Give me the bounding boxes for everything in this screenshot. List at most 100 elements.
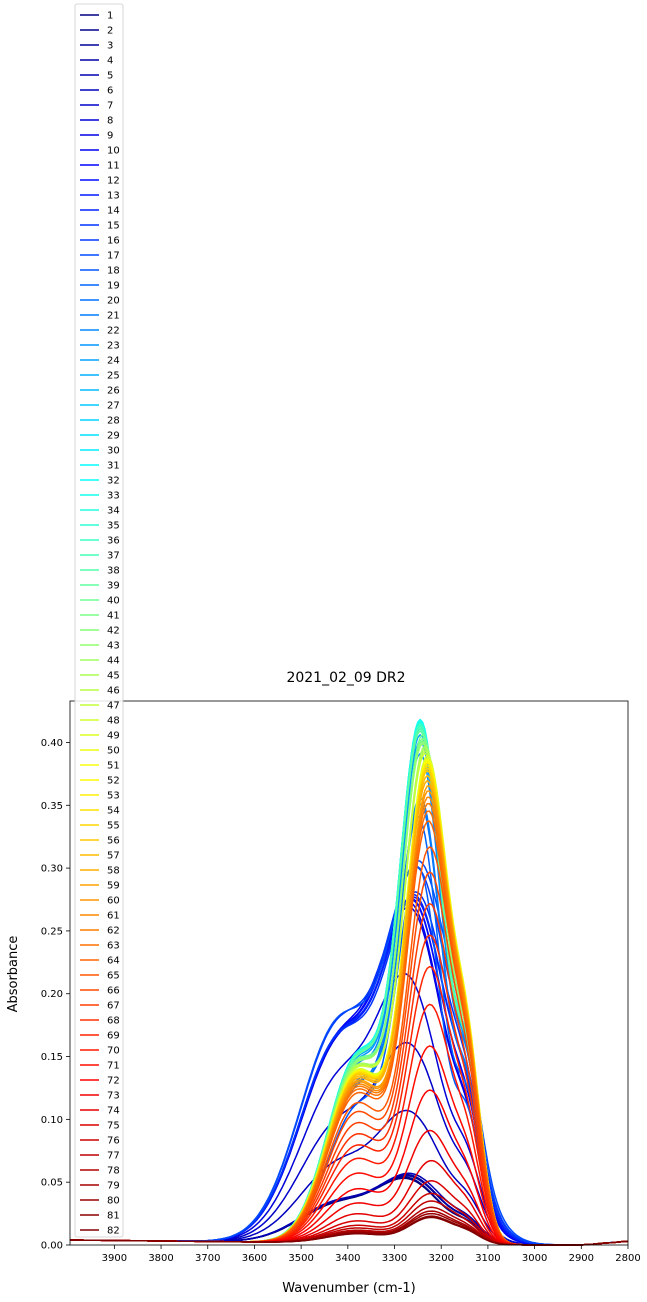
series-line-19	[70, 815, 629, 1246]
y-tick-label: 0.05	[41, 1178, 63, 1189]
x-tick-label: 3500	[288, 1253, 313, 1264]
series-line-76	[70, 1192, 629, 1246]
series-line-1	[70, 1177, 629, 1246]
series-line-18	[70, 865, 629, 1246]
legend-label-23: 23	[107, 341, 120, 352]
legend-label-7: 7	[107, 101, 113, 112]
series-line-27	[70, 722, 629, 1246]
legend-label-22: 22	[107, 326, 120, 337]
x-tick-label: 2800	[615, 1253, 640, 1264]
legend-label-79: 79	[107, 1181, 120, 1192]
y-tick-label: 0.15	[41, 1052, 63, 1063]
legend-label-46: 46	[107, 686, 120, 697]
series-line-54	[70, 764, 629, 1246]
chart-title: 2021_02_09 DR2	[286, 670, 405, 686]
x-axis-label: Wavenumber (cm-1)	[282, 1281, 415, 1296]
data-lines	[70, 718, 629, 1246]
x-tick-label: 3400	[335, 1253, 360, 1264]
legend-label-60: 60	[107, 896, 120, 907]
legend-label-44: 44	[107, 656, 120, 667]
x-tick-label: 3600	[242, 1253, 267, 1264]
legend-label-74: 74	[107, 1106, 120, 1117]
series-line-36	[70, 723, 629, 1246]
series-line-38	[70, 727, 629, 1246]
series-line-26	[70, 724, 629, 1246]
series-line-34	[70, 721, 629, 1246]
legend-label-1: 1	[107, 11, 113, 22]
legend-label-10: 10	[107, 146, 120, 157]
legend-label-82: 82	[107, 1226, 120, 1237]
series-line-39	[70, 729, 629, 1246]
series-line-64	[70, 820, 629, 1246]
y-tick-label: 0.40	[41, 738, 63, 749]
x-tick-label: 3200	[428, 1253, 453, 1264]
legend-label-5: 5	[107, 71, 113, 82]
y-axis-label: Absorbance	[6, 936, 21, 1013]
series-line-29	[70, 719, 629, 1246]
legend-label-78: 78	[107, 1166, 120, 1177]
series-line-49	[70, 757, 629, 1246]
series-line-44	[70, 744, 629, 1246]
legend-label-41: 41	[107, 611, 120, 622]
legend-label-38: 38	[107, 566, 120, 577]
series-line-28	[70, 721, 629, 1246]
legend-label-18: 18	[107, 266, 120, 277]
legend-label-33: 33	[107, 491, 120, 502]
series-line-40	[70, 733, 629, 1246]
y-tick-label: 0.20	[41, 989, 63, 1000]
series-line-58	[70, 779, 629, 1246]
series-line-55	[70, 767, 629, 1246]
x-tick-label: 3800	[148, 1253, 173, 1264]
series-line-41	[70, 737, 629, 1246]
series-line-50	[70, 758, 629, 1246]
series-line-47	[70, 752, 629, 1246]
legend-label-9: 9	[107, 131, 113, 142]
legend-label-39: 39	[107, 581, 120, 592]
legend-label-63: 63	[107, 941, 120, 952]
legend-label-70: 70	[107, 1046, 120, 1057]
legend-label-73: 73	[107, 1091, 120, 1102]
legend-label-17: 17	[107, 251, 120, 262]
legend-label-51: 51	[107, 761, 120, 772]
x-tick-label: 3100	[475, 1253, 500, 1264]
legend-label-65: 65	[107, 971, 120, 982]
plot-frame	[69, 700, 629, 1246]
series-line-42	[70, 739, 629, 1246]
legend: 1234567891011121314151617181920212223242…	[74, 3, 124, 1238]
legend-label-64: 64	[107, 956, 120, 967]
x-tick-label: 3300	[382, 1253, 407, 1264]
series-line-23	[70, 740, 629, 1246]
y-tick-label: 0.10	[41, 1115, 63, 1126]
legend-label-3: 3	[107, 41, 113, 52]
series-line-63	[70, 810, 629, 1246]
legend-label-55: 55	[107, 821, 120, 832]
legend-label-25: 25	[107, 371, 120, 382]
legend-label-13: 13	[107, 191, 120, 202]
legend-label-54: 54	[107, 806, 120, 817]
legend-label-72: 72	[107, 1076, 120, 1087]
series-line-51	[70, 759, 629, 1246]
series-line-31	[70, 718, 629, 1246]
legend-label-53: 53	[107, 791, 120, 802]
series-line-69	[70, 965, 629, 1246]
legend-label-34: 34	[107, 506, 120, 517]
legend-label-14: 14	[107, 206, 120, 217]
legend-label-62: 62	[107, 926, 120, 937]
series-line-56	[70, 769, 629, 1246]
legend-label-21: 21	[107, 311, 120, 322]
legend-label-47: 47	[107, 701, 120, 712]
legend-label-45: 45	[107, 671, 120, 682]
legend-label-20: 20	[107, 296, 120, 307]
legend-label-30: 30	[107, 446, 120, 457]
plot-border	[69, 700, 629, 1246]
legend-label-59: 59	[107, 881, 120, 892]
legend-label-80: 80	[107, 1196, 120, 1207]
legend-label-6: 6	[107, 86, 113, 97]
series-line-30	[70, 718, 629, 1246]
legend-label-29: 29	[107, 431, 120, 442]
series-line-52	[70, 760, 629, 1246]
legend-label-2: 2	[107, 26, 113, 37]
x-tick-label: 2900	[569, 1253, 594, 1264]
series-line-6	[70, 1109, 629, 1246]
